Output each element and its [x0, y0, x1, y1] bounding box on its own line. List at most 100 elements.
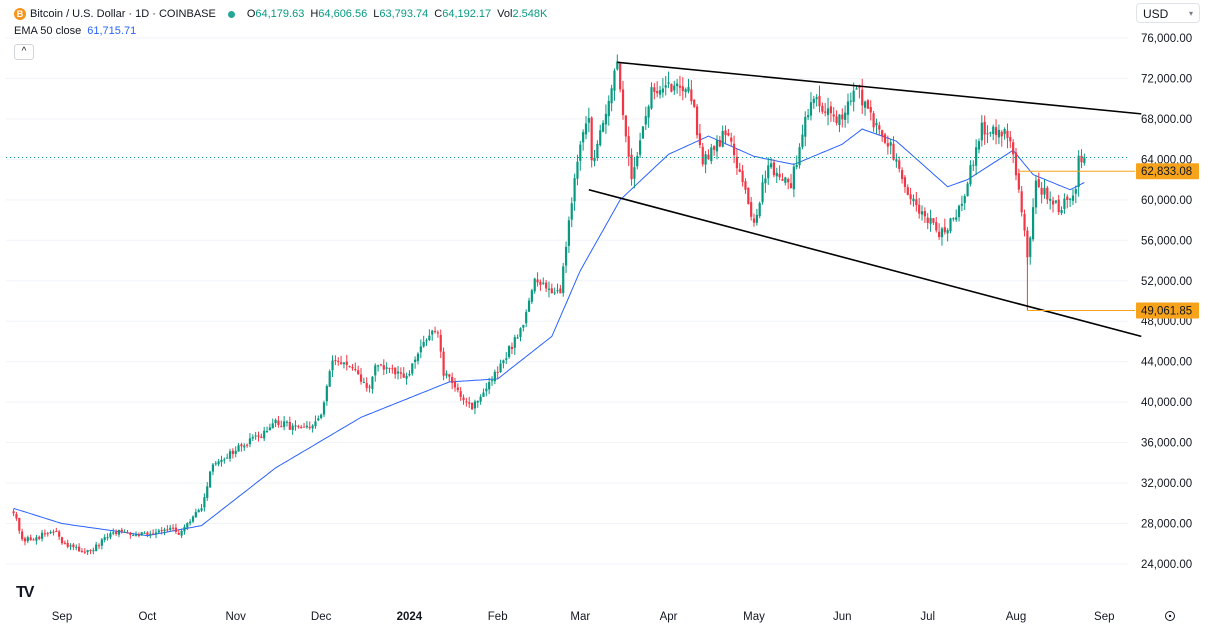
candle — [166, 525, 169, 533]
y-tick-label: 28,000.00 — [1141, 519, 1192, 531]
candle — [300, 424, 303, 429]
candle — [308, 421, 311, 430]
y-tick-label: 56,000.00 — [1141, 235, 1192, 247]
candle — [804, 111, 807, 147]
candle — [243, 443, 246, 451]
candle — [271, 418, 274, 429]
candle — [29, 534, 32, 541]
symbol-title[interactable]: Bitcoin / U.S. Dollar · 1D · COINBASE — [30, 8, 216, 20]
market-open-icon — [227, 10, 235, 18]
y-tick-label: 44,000.00 — [1141, 357, 1192, 369]
candle — [963, 194, 966, 211]
candle — [106, 533, 109, 541]
candle — [248, 433, 252, 448]
candle — [490, 376, 494, 386]
candle — [433, 326, 437, 334]
candle — [724, 125, 727, 145]
candle — [943, 218, 946, 235]
candle — [305, 421, 309, 429]
candle — [425, 338, 428, 346]
candle — [143, 531, 146, 534]
candle — [493, 369, 496, 385]
candle — [18, 517, 21, 534]
currency-select[interactable]: USD ▾ — [1136, 3, 1200, 23]
candle — [482, 388, 485, 397]
candle — [123, 529, 126, 533]
candle — [32, 538, 35, 541]
candle — [875, 118, 878, 134]
candle — [26, 535, 29, 544]
candle — [112, 528, 115, 536]
candle — [456, 383, 459, 393]
candle — [906, 184, 909, 196]
candle — [277, 416, 280, 428]
candle — [140, 531, 143, 536]
open-key: O — [246, 8, 256, 20]
candle — [758, 201, 761, 219]
tradingview-logo[interactable]: TV — [16, 584, 35, 601]
candle — [23, 536, 27, 546]
upper-trendline[interactable] — [617, 61, 1142, 115]
candle — [975, 139, 978, 176]
candle — [841, 108, 844, 128]
candle — [1014, 147, 1018, 181]
candle — [579, 140, 582, 171]
candle — [872, 110, 875, 132]
candle — [690, 80, 693, 105]
lower-trendline[interactable] — [588, 188, 1142, 338]
x-tick-label: Sep — [1094, 611, 1114, 623]
candle — [288, 416, 291, 430]
candle — [601, 120, 605, 133]
candle — [545, 280, 548, 293]
candle — [641, 126, 645, 140]
volume-key: Vol — [497, 8, 513, 20]
candle — [957, 204, 961, 222]
candle — [900, 167, 904, 184]
x-tick-label: Nov — [225, 611, 246, 623]
candle — [1037, 172, 1040, 189]
candle — [154, 528, 158, 539]
candle — [365, 377, 368, 392]
indicator-value: 61,715.71 — [87, 25, 137, 37]
candle — [183, 524, 186, 535]
candle — [448, 373, 451, 382]
indicator-row[interactable]: EMA 50 close 61,715.71 — [14, 24, 549, 38]
candle — [855, 86, 858, 90]
candle — [547, 281, 551, 298]
y-tick-label: 40,000.00 — [1141, 397, 1192, 409]
collapse-legend-button[interactable]: ^ — [14, 44, 34, 60]
x-tick-label: Aug — [1006, 611, 1026, 623]
candle — [752, 213, 756, 227]
low-key: L — [373, 8, 380, 20]
candle — [801, 124, 804, 150]
candle — [769, 157, 773, 169]
candle — [980, 115, 983, 147]
candle — [929, 209, 932, 232]
candle — [58, 530, 61, 540]
candle — [428, 329, 431, 342]
x-tick-label: Sep — [52, 611, 72, 623]
candle — [479, 394, 482, 405]
candle — [684, 87, 687, 98]
candle — [969, 160, 972, 187]
candle — [718, 135, 721, 148]
candle — [510, 342, 514, 355]
candle — [869, 100, 872, 121]
candle — [268, 423, 271, 431]
candle — [604, 104, 608, 134]
candle — [485, 382, 488, 397]
candle — [824, 103, 827, 117]
timezone-clock-icon[interactable] — [1165, 611, 1175, 621]
candle — [775, 167, 778, 184]
candle — [650, 82, 653, 110]
candle — [784, 176, 787, 186]
candle — [735, 148, 739, 175]
candle — [137, 532, 140, 538]
candle — [755, 208, 758, 226]
candle — [399, 367, 402, 379]
candle — [707, 149, 710, 160]
candle — [388, 367, 391, 374]
candle — [394, 367, 397, 379]
indicator-label[interactable]: EMA 50 close — [14, 25, 82, 37]
